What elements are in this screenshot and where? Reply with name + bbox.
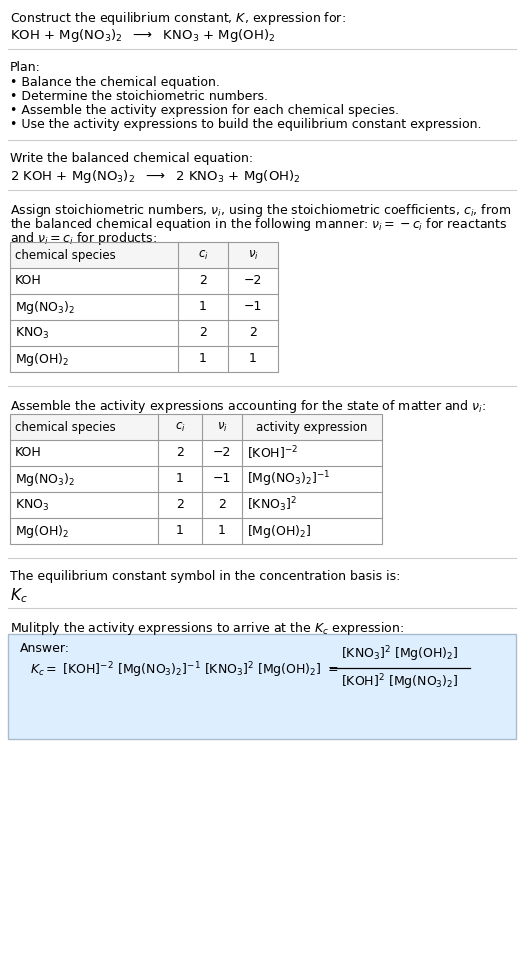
Text: • Use the activity expressions to build the equilibrium constant expression.: • Use the activity expressions to build … xyxy=(10,118,482,131)
Text: Assemble the activity expressions accounting for the state of matter and $\nu_i$: Assemble the activity expressions accoun… xyxy=(10,398,486,415)
Text: KOH + Mg(NO$_3$)$_2$  $\longrightarrow$  KNO$_3$ + Mg(OH)$_2$: KOH + Mg(NO$_3$)$_2$ $\longrightarrow$ K… xyxy=(10,27,276,44)
Text: KNO$_3$: KNO$_3$ xyxy=(15,498,49,512)
Text: Write the balanced chemical equation:: Write the balanced chemical equation: xyxy=(10,152,253,165)
Text: $c_i$: $c_i$ xyxy=(174,420,185,433)
Text: 2: 2 xyxy=(176,447,184,459)
Text: 1: 1 xyxy=(176,473,184,485)
Text: 2: 2 xyxy=(249,326,257,339)
Text: 1: 1 xyxy=(199,353,207,365)
Text: $\nu_i$: $\nu_i$ xyxy=(248,248,258,262)
Text: 1: 1 xyxy=(176,525,184,537)
Text: 2: 2 xyxy=(199,326,207,339)
Text: 1: 1 xyxy=(218,525,226,537)
Text: Assign stoichiometric numbers, $\nu_i$, using the stoichiometric coefficients, $: Assign stoichiometric numbers, $\nu_i$, … xyxy=(10,202,511,219)
Bar xyxy=(8,634,516,739)
Bar xyxy=(10,242,278,372)
Text: −2: −2 xyxy=(244,274,262,288)
Text: Mg(NO$_3$)$_2$: Mg(NO$_3$)$_2$ xyxy=(15,298,75,316)
Text: $K_c = $ [KOH]$^{-2}$ [Mg(NO$_3$)$_2$]$^{-1}$ [KNO$_3$]$^{2}$ [Mg(OH)$_2$] $=$: $K_c = $ [KOH]$^{-2}$ [Mg(NO$_3$)$_2$]$^… xyxy=(30,660,339,680)
Text: • Assemble the activity expression for each chemical species.: • Assemble the activity expression for e… xyxy=(10,104,399,117)
Text: • Balance the chemical equation.: • Balance the chemical equation. xyxy=(10,76,220,89)
Text: $K_c$: $K_c$ xyxy=(10,586,28,605)
Text: Mg(OH)$_2$: Mg(OH)$_2$ xyxy=(15,350,70,367)
Text: KOH: KOH xyxy=(15,274,42,288)
Text: −1: −1 xyxy=(244,300,262,314)
Bar xyxy=(10,414,382,440)
Text: 2 KOH + Mg(NO$_3$)$_2$  $\longrightarrow$  2 KNO$_3$ + Mg(OH)$_2$: 2 KOH + Mg(NO$_3$)$_2$ $\longrightarrow$… xyxy=(10,168,301,185)
Text: 2: 2 xyxy=(199,274,207,288)
Text: Mulitply the activity expressions to arrive at the $K_c$ expression:: Mulitply the activity expressions to arr… xyxy=(10,620,405,637)
Text: the balanced chemical equation in the following manner: $\nu_i = -c_i$ for react: the balanced chemical equation in the fo… xyxy=(10,216,507,233)
Text: • Determine the stoichiometric numbers.: • Determine the stoichiometric numbers. xyxy=(10,90,268,103)
Text: 1: 1 xyxy=(249,353,257,365)
Text: KNO$_3$: KNO$_3$ xyxy=(15,325,49,340)
Text: [KNO$_3$]$^{2}$: [KNO$_3$]$^{2}$ xyxy=(247,496,297,514)
Text: Mg(OH)$_2$: Mg(OH)$_2$ xyxy=(15,523,70,540)
Text: −2: −2 xyxy=(213,447,231,459)
Text: The equilibrium constant symbol in the concentration basis is:: The equilibrium constant symbol in the c… xyxy=(10,570,400,583)
Text: [KNO$_3$]$^{2}$ [Mg(OH)$_2$]: [KNO$_3$]$^{2}$ [Mg(OH)$_2$] xyxy=(341,644,459,664)
Text: Plan:: Plan: xyxy=(10,61,41,74)
Text: [Mg(NO$_3$)$_2$]$^{-1}$: [Mg(NO$_3$)$_2$]$^{-1}$ xyxy=(247,469,331,489)
Text: [KOH]$^{2}$ [Mg(NO$_3$)$_2$]: [KOH]$^{2}$ [Mg(NO$_3$)$_2$] xyxy=(341,672,459,691)
Text: and $\nu_i = c_i$ for products:: and $\nu_i = c_i$ for products: xyxy=(10,230,157,247)
Text: Construct the equilibrium constant, $K$, expression for:: Construct the equilibrium constant, $K$,… xyxy=(10,10,346,27)
Text: [Mg(OH)$_2$]: [Mg(OH)$_2$] xyxy=(247,523,311,540)
Bar xyxy=(10,414,382,544)
Text: KOH: KOH xyxy=(15,447,42,459)
Text: 2: 2 xyxy=(176,499,184,511)
Text: Mg(NO$_3$)$_2$: Mg(NO$_3$)$_2$ xyxy=(15,471,75,487)
Text: $\nu_i$: $\nu_i$ xyxy=(216,420,227,433)
Text: 2: 2 xyxy=(218,499,226,511)
Text: 1: 1 xyxy=(199,300,207,314)
Text: chemical species: chemical species xyxy=(15,420,116,433)
Text: −1: −1 xyxy=(213,473,231,485)
Text: chemical species: chemical species xyxy=(15,248,116,262)
Text: activity expression: activity expression xyxy=(256,420,368,433)
Text: $c_i$: $c_i$ xyxy=(198,248,209,262)
Text: [KOH]$^{-2}$: [KOH]$^{-2}$ xyxy=(247,444,298,462)
Text: Answer:: Answer: xyxy=(20,642,70,655)
Bar xyxy=(10,242,278,268)
